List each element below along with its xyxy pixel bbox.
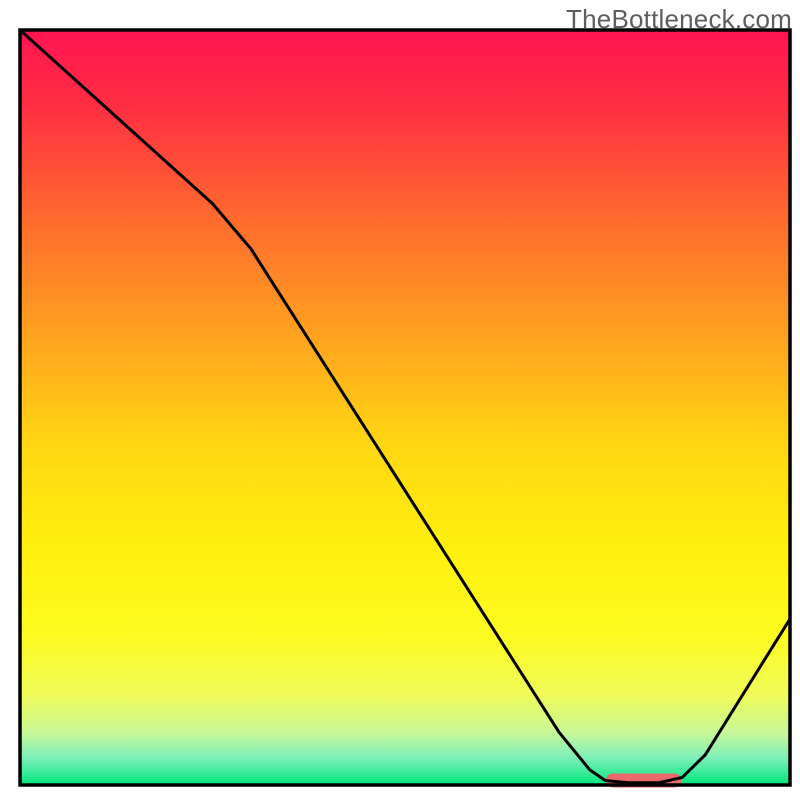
bottleneck-chart — [0, 0, 800, 800]
watermark-text: TheBottleneck.com — [566, 4, 792, 35]
plot-background — [20, 30, 790, 785]
chart-container: { "watermark": "TheBottleneck.com", "cha… — [0, 0, 800, 800]
